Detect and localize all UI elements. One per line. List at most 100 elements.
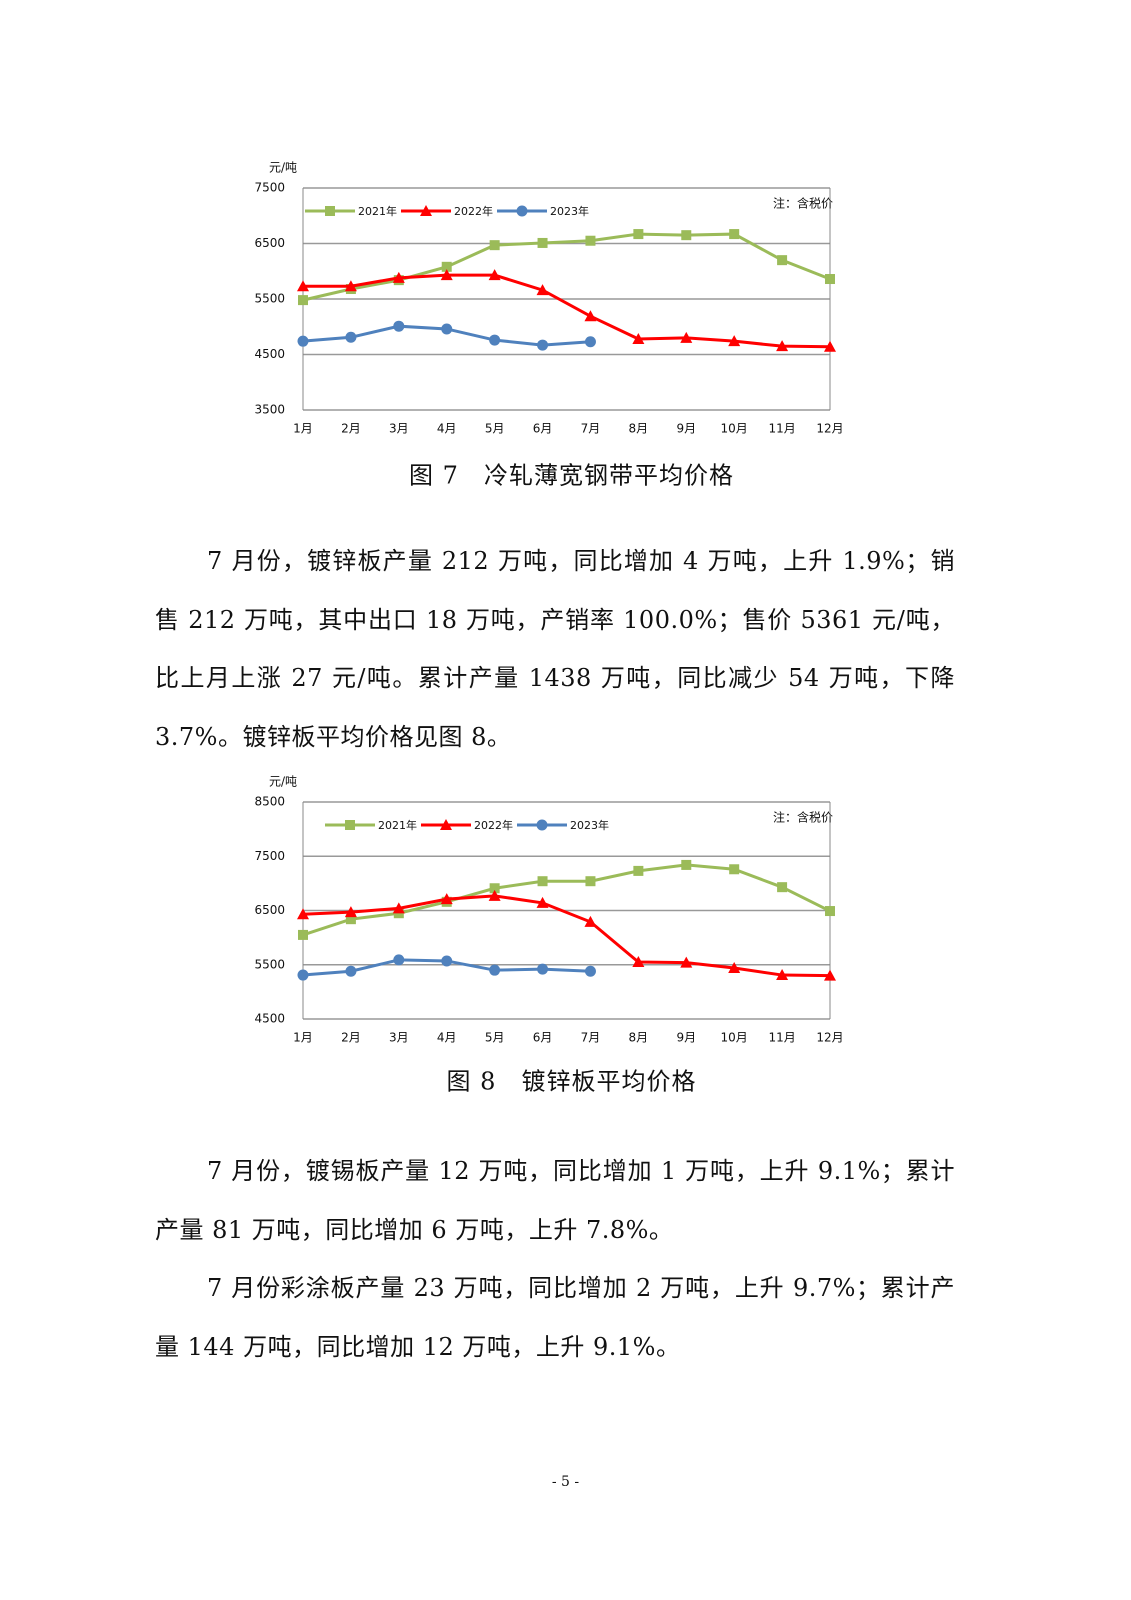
legend-label: 2022年: [474, 818, 513, 832]
x-tick-label: 11月: [768, 422, 795, 436]
data-point: [440, 269, 453, 281]
x-tick-label: 3月: [389, 422, 409, 436]
x-tick-label: 9月: [676, 1031, 696, 1045]
data-point: [345, 331, 357, 343]
data-point: [536, 284, 549, 296]
data-point: [728, 962, 741, 974]
data-point: [344, 906, 357, 918]
paragraph: 7 月份彩涂板产量 23 万吨，同比增加 2 万吨，上升 9.7%；累计产量 1…: [155, 1274, 955, 1361]
data-point: [537, 339, 549, 351]
data-point: [776, 340, 789, 352]
data-point: [633, 229, 644, 240]
data-point: [537, 963, 549, 975]
data-point: [488, 889, 501, 901]
data-point: [584, 965, 596, 977]
y-axis-label: 元/吨: [269, 775, 297, 789]
data-point: [536, 896, 549, 908]
data-point: [680, 956, 693, 968]
x-tick-label: 8月: [629, 1031, 649, 1045]
legend-marker: [516, 205, 528, 217]
legend-label: 2021年: [358, 204, 397, 218]
caption: 图 7 冷轧薄宽钢带平均价格: [409, 462, 734, 490]
page-number: - 5 -: [551, 1474, 580, 1490]
data-point: [777, 255, 788, 266]
x-tick-label: 1月: [293, 422, 313, 436]
legend-label: 2021年: [378, 818, 417, 832]
data-point: [489, 240, 500, 251]
note: 注：含税价: [773, 196, 833, 211]
data-point: [537, 237, 548, 248]
data-point: [824, 340, 836, 352]
x-tick-label: 9月: [676, 422, 696, 436]
note: 注：含税价: [773, 810, 833, 825]
data-point: [441, 955, 453, 967]
x-tick-label: 6月: [533, 422, 553, 436]
paragraph: 7 月份，镀锡板产量 12 万吨，同比增加 1 万吨，上升 9.1%；累计产量 …: [155, 1157, 955, 1244]
data-point: [681, 230, 692, 241]
x-tick-label: 11月: [768, 1031, 795, 1045]
data-point: [681, 859, 692, 870]
data-point: [728, 335, 741, 347]
data-point: [489, 883, 500, 894]
legend-label: 2023年: [550, 204, 589, 218]
series-line: [302, 894, 831, 978]
x-tick-label: 3月: [389, 1031, 409, 1045]
data-point: [537, 876, 548, 887]
x-tick-label: 12月: [816, 1031, 843, 1045]
data-point: [488, 269, 501, 281]
series-line: [303, 273, 831, 349]
legend-label: 2023年: [570, 818, 609, 832]
x-tick-label: 7月: [581, 1031, 601, 1045]
y-tick-label: 7500: [254, 849, 285, 863]
legend-marker: [536, 819, 548, 831]
data-point: [824, 969, 836, 981]
y-axis-label: 元/吨: [269, 161, 297, 175]
data-point: [632, 332, 645, 344]
data-point: [440, 893, 453, 905]
data-point: [729, 864, 740, 875]
paragraph: 7 月份，镀锌板产量 212 万吨，同比增加 4 万吨，上升 1.9%；销售 2…: [155, 547, 955, 751]
data-point: [298, 295, 308, 306]
data-point: [392, 902, 405, 914]
data-point: [633, 865, 644, 876]
y-tick-label: 4500: [254, 347, 285, 361]
data-point: [297, 969, 309, 981]
data-point: [344, 280, 357, 292]
data-point: [585, 235, 596, 246]
data-point: [680, 331, 693, 343]
x-tick-label: 10月: [721, 422, 748, 436]
x-tick-label: 8月: [629, 422, 649, 436]
y-tick-label: 8500: [254, 795, 285, 809]
data-point: [776, 969, 789, 981]
data-point: [441, 261, 452, 272]
data-point: [632, 956, 645, 968]
data-point: [297, 335, 309, 347]
y-tick-label: 4500: [254, 1012, 285, 1026]
data-point: [825, 906, 835, 917]
data-point: [297, 280, 309, 292]
data-point: [441, 323, 453, 335]
data-point: [584, 915, 597, 927]
data-point: [489, 334, 501, 346]
x-tick-label: 5月: [485, 422, 505, 436]
x-tick-label: 2月: [341, 422, 361, 436]
x-tick-label: 2月: [341, 1031, 361, 1045]
data-point: [392, 271, 405, 283]
y-tick-label: 5500: [254, 292, 285, 306]
data-point: [584, 310, 597, 322]
legend-marker: [325, 206, 335, 216]
x-tick-label: 12月: [816, 422, 843, 436]
y-tick-label: 3500: [254, 403, 285, 417]
data-point: [777, 882, 788, 893]
data-point: [393, 320, 405, 332]
y-tick-label: 6500: [254, 236, 285, 250]
data-point: [297, 908, 309, 920]
y-tick-label: 7500: [254, 181, 285, 195]
data-point: [393, 954, 405, 966]
data-point: [345, 965, 357, 977]
series-line: [302, 863, 831, 937]
series-line: [302, 232, 831, 302]
x-tick-label: 5月: [485, 1031, 505, 1045]
